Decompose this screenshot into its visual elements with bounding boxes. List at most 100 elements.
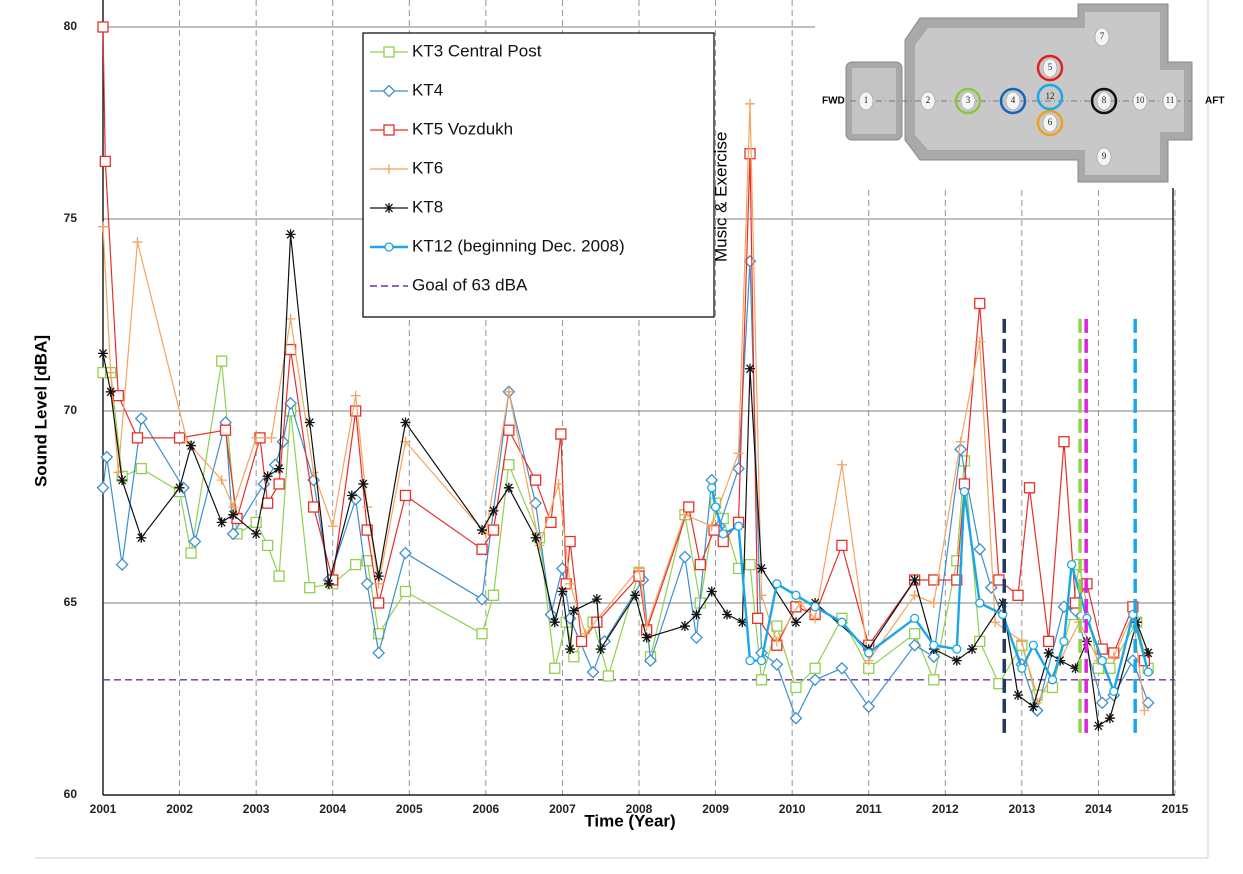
legend-label: KT12 (beginning Dec. 2008): [412, 236, 625, 255]
legend-label: KT4: [412, 80, 443, 99]
marker: [358, 478, 369, 489]
marker: [1095, 696, 1109, 710]
marker: [679, 621, 690, 632]
marker: [1013, 690, 1024, 701]
marker: [373, 597, 385, 609]
marker: [534, 540, 545, 551]
marker: [808, 673, 822, 687]
marker: [1055, 655, 1066, 666]
marker: [350, 405, 362, 417]
module-ring: [999, 87, 1027, 115]
marker: [836, 459, 847, 470]
legend: KT3 Central Post KT4 KT5 Vozdukh KT6 KT8 KT12…: [362, 32, 715, 318]
marker: [733, 448, 744, 459]
module-ring: [1036, 83, 1064, 111]
legend-box: [362, 32, 715, 318]
marker: [990, 617, 1001, 628]
marker: [1093, 720, 1104, 731]
marker: [591, 594, 602, 605]
legend-label: KT5 Vozdukh: [412, 119, 513, 138]
marker: [708, 524, 720, 536]
marker: [503, 424, 515, 436]
marker: [261, 497, 274, 509]
marker: [383, 124, 395, 136]
marker: [251, 432, 262, 443]
marker: [477, 525, 488, 536]
marker: [1058, 436, 1070, 448]
legend-label: KT3 Central Post: [412, 41, 542, 60]
marker: [634, 563, 644, 574]
marker: [273, 570, 285, 582]
marker: [756, 563, 767, 574]
marker: [372, 646, 386, 660]
module-badge: [858, 91, 874, 111]
marker: [745, 655, 755, 666]
marker: [952, 644, 962, 654]
marker: [706, 586, 717, 597]
marker: [591, 616, 603, 628]
marker: [529, 496, 543, 510]
marker: [810, 613, 821, 624]
marker: [928, 598, 939, 608]
annotation: Music & Exercise: [711, 132, 730, 262]
marker: [250, 516, 262, 529]
marker: [488, 505, 499, 516]
module-badge: [920, 91, 936, 111]
module-badge: [1096, 147, 1112, 167]
marker: [909, 590, 920, 601]
marker: [836, 539, 848, 552]
marker: [810, 602, 820, 612]
marker: [565, 578, 576, 589]
marker: [1059, 636, 1069, 647]
marker: [678, 550, 692, 564]
marker: [530, 532, 541, 543]
marker: [864, 648, 874, 658]
marker: [756, 590, 767, 601]
marker: [790, 681, 802, 694]
marker: [770, 658, 784, 671]
marker: [544, 608, 558, 621]
marker: [794, 598, 805, 608]
marker: [96, 481, 110, 495]
marker: [117, 475, 128, 486]
x-tick-label: 2014: [1085, 802, 1112, 816]
marker: [327, 521, 338, 532]
marker: [586, 665, 600, 679]
marker: [1028, 701, 1039, 712]
marker: [384, 164, 394, 174]
marker: [928, 574, 940, 586]
marker: [789, 711, 803, 725]
x-axis-label: Time (Year): [584, 811, 675, 830]
marker: [745, 98, 756, 109]
marker: [707, 483, 717, 493]
marker: [132, 237, 143, 248]
y-tick-label: 60: [64, 787, 78, 801]
marker: [959, 486, 970, 497]
marker: [105, 386, 116, 397]
y-tick-label: 80: [64, 19, 78, 33]
marker: [1028, 640, 1038, 650]
module-label: 11: [1166, 95, 1175, 105]
marker: [630, 590, 641, 601]
module-label: 7: [1100, 31, 1105, 41]
marker: [564, 535, 576, 548]
marker: [862, 700, 876, 714]
module-badge: [1005, 91, 1021, 111]
module-label: 4: [1011, 95, 1016, 105]
marker: [350, 390, 361, 401]
module-label: 2: [926, 95, 931, 105]
marker: [756, 655, 767, 666]
marker: [641, 632, 652, 643]
marker: [98, 348, 108, 359]
marker: [557, 586, 568, 597]
marker: [382, 84, 396, 98]
marker: [691, 609, 702, 620]
marker: [951, 574, 963, 586]
marker: [273, 478, 285, 490]
module-badge: [1162, 91, 1178, 111]
marker: [216, 517, 227, 528]
module-badge: [1042, 58, 1058, 78]
marker: [1043, 647, 1054, 658]
marker: [790, 617, 801, 628]
marker: [261, 539, 274, 552]
